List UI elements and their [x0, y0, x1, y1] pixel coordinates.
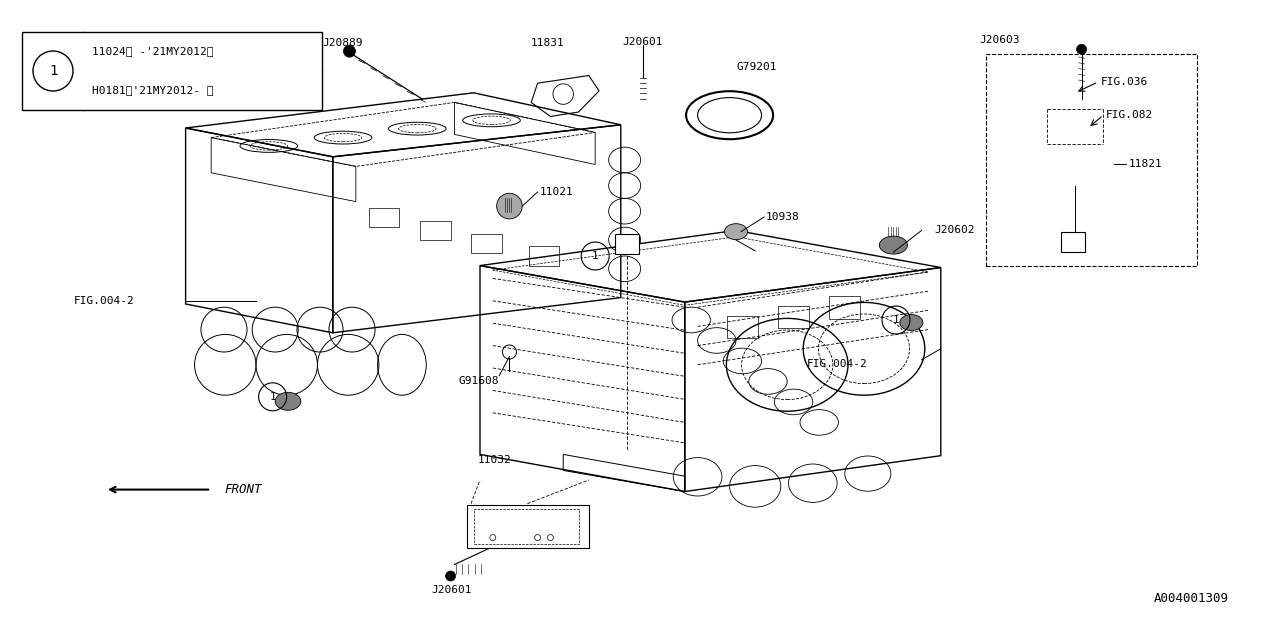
Bar [778, 306, 809, 328]
Text: 11024（ -'21MY2012）: 11024（ -'21MY2012） [92, 47, 214, 56]
Bar [22, 32, 323, 110]
Text: A: A [623, 239, 631, 250]
Ellipse shape [900, 315, 923, 331]
Text: 10938: 10938 [765, 212, 799, 222]
Text: 11821: 11821 [1129, 159, 1162, 170]
Text: J20601: J20601 [622, 37, 663, 47]
Bar [1061, 232, 1084, 252]
Text: 11032: 11032 [477, 455, 511, 465]
Circle shape [445, 571, 456, 581]
Text: J20603: J20603 [979, 35, 1020, 45]
Circle shape [1076, 44, 1087, 54]
Text: FIG.082: FIG.082 [1106, 110, 1153, 120]
Bar [474, 509, 579, 544]
Circle shape [497, 193, 522, 219]
Text: 11831: 11831 [531, 38, 564, 48]
Text: FIG.004-2: FIG.004-2 [74, 296, 134, 306]
Text: 11021: 11021 [540, 187, 573, 197]
Text: 1: 1 [269, 392, 276, 402]
Bar [727, 316, 758, 338]
Bar [829, 296, 860, 319]
Ellipse shape [724, 224, 748, 240]
Text: 1: 1 [591, 251, 599, 261]
Ellipse shape [879, 236, 908, 254]
Bar [616, 234, 639, 255]
Bar [986, 54, 1197, 266]
Text: FRONT: FRONT [224, 483, 261, 496]
Circle shape [343, 45, 356, 57]
Ellipse shape [275, 392, 301, 410]
Text: J20889: J20889 [323, 38, 364, 48]
Text: A004001309: A004001309 [1153, 592, 1229, 605]
Text: H0181（'21MY2012- ）: H0181（'21MY2012- ） [92, 86, 214, 95]
Bar [529, 246, 559, 266]
Text: J20602: J20602 [934, 225, 975, 236]
Text: 1: 1 [49, 64, 58, 78]
Text: FIG.036: FIG.036 [1101, 77, 1148, 87]
Bar [1085, 155, 1114, 174]
Text: 1: 1 [892, 315, 900, 325]
Text: G79201: G79201 [736, 62, 777, 72]
Text: A: A [1069, 237, 1076, 247]
Bar [420, 221, 451, 240]
Bar [471, 234, 502, 253]
Text: G91608: G91608 [458, 376, 499, 386]
Text: FIG.004-2: FIG.004-2 [806, 358, 867, 369]
Bar [467, 505, 589, 548]
Text: J20601: J20601 [431, 585, 472, 595]
Bar [369, 208, 399, 227]
